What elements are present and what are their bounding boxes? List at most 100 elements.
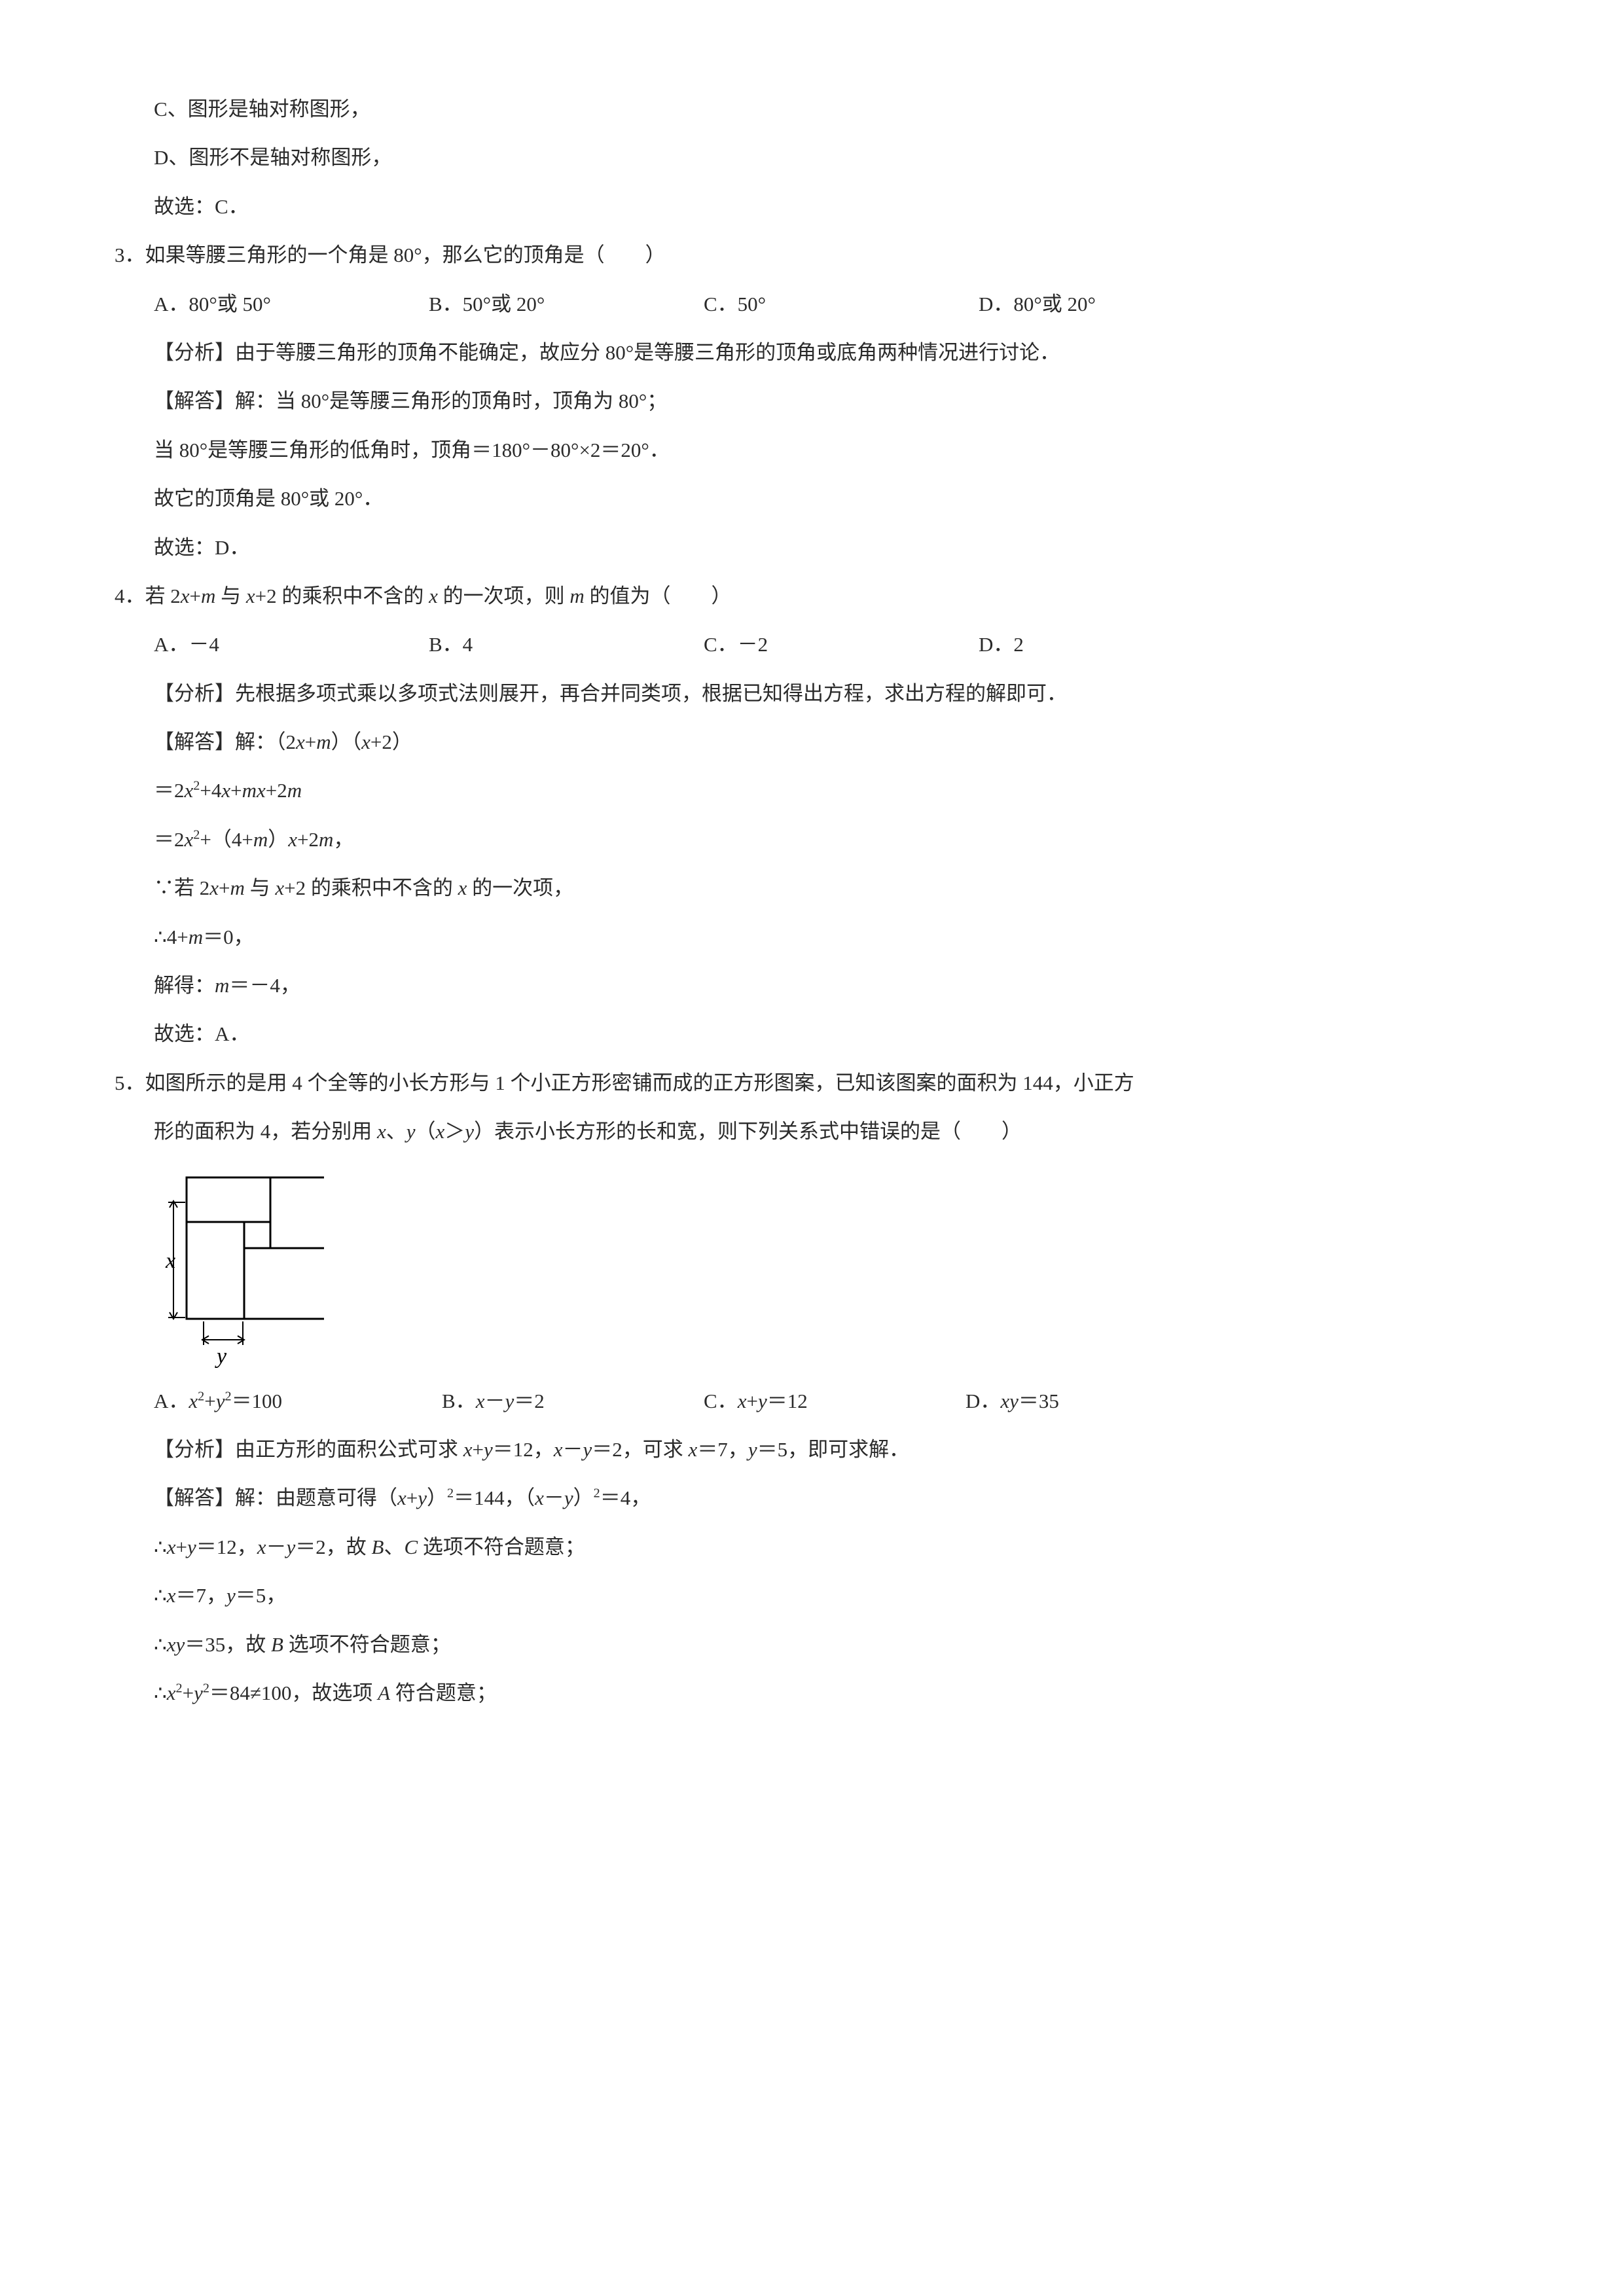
- q3-stem: 3．如果等腰三角形的一个角是 80°，那么它的顶角是（ ）: [115, 231, 1526, 279]
- var-xy: xy: [167, 1633, 185, 1656]
- t: ）: [268, 828, 288, 851]
- t: 【解答】解：由题意可得（: [154, 1486, 397, 1509]
- q3-sol-1: 【解答】解：当 80°是等腰三角形的顶角时，顶角为 80°；: [115, 377, 1526, 425]
- var-x: x: [738, 1390, 747, 1412]
- var-mx: mx: [242, 779, 266, 802]
- t: 的值为（ ）: [585, 584, 732, 607]
- t: +: [219, 876, 230, 899]
- q5-analysis: 【分析】由正方形的面积公式可求 x+y＝12，x－y＝2，可求 x＝7，y＝5，…: [115, 1426, 1526, 1474]
- t: ＝144，（: [454, 1486, 535, 1509]
- t: D．: [965, 1390, 1000, 1412]
- t: ）: [427, 1486, 447, 1509]
- var-y: y: [226, 1584, 236, 1607]
- var-y: y: [758, 1390, 767, 1412]
- var-m: m: [316, 730, 331, 753]
- q5-sol-4: ∴xy＝35，故 B 选项不符合题意；: [115, 1621, 1526, 1669]
- t: ∴: [154, 1633, 167, 1656]
- t: －: [563, 1438, 583, 1461]
- var-y: y: [748, 1438, 757, 1461]
- t: －: [544, 1486, 564, 1509]
- t: 的一次项，: [467, 876, 573, 899]
- var-x: x: [181, 584, 190, 607]
- sup-2: 2: [193, 779, 200, 793]
- var-x: x: [221, 779, 230, 802]
- var-m: m: [287, 779, 302, 802]
- var-y: y: [564, 1486, 573, 1509]
- t: ＞: [444, 1120, 465, 1143]
- var-b: B: [271, 1633, 283, 1656]
- t: 解得：: [154, 974, 215, 997]
- q4-opt-c: C．－2: [704, 620, 979, 669]
- t: 、: [384, 1535, 404, 1558]
- q5-sol-3: ∴x＝7，y＝5，: [115, 1571, 1526, 1620]
- var-x: x: [361, 730, 370, 753]
- q4-answer: 故选：A．: [115, 1010, 1526, 1058]
- q5-opt-c: C．x+y＝12: [704, 1377, 965, 1426]
- var-y: y: [194, 1681, 203, 1704]
- var-x: x: [275, 876, 284, 899]
- var-xy: xy: [1000, 1390, 1019, 1412]
- var-x: x: [288, 828, 297, 851]
- sup-2: 2: [176, 1681, 183, 1696]
- q4-opt-b: B．4: [429, 620, 704, 669]
- sup-2: 2: [203, 1681, 209, 1696]
- var-m: m: [319, 828, 333, 851]
- q4-sol-1: 【解答】解：（2x+m）（x+2）: [115, 718, 1526, 766]
- var-x: x: [429, 584, 438, 607]
- t: ＝35: [1019, 1390, 1059, 1412]
- q3-sol-3: 故它的顶角是 80°或 20°．: [115, 475, 1526, 523]
- pre-line-c: C、图形是轴对称图形，: [115, 85, 1526, 134]
- t: ＝2，可求: [592, 1438, 688, 1461]
- var-a: A: [378, 1681, 390, 1704]
- q3-opt-a: A．80°或 50°: [154, 280, 429, 329]
- var-x: x: [476, 1390, 485, 1412]
- var-c: C: [404, 1535, 418, 1558]
- t: 符合题意；: [390, 1681, 497, 1704]
- var-m: m: [189, 925, 203, 948]
- t: 与: [245, 876, 276, 899]
- q3-opt-c: C．50°: [704, 280, 979, 329]
- t: ＝12，: [493, 1438, 554, 1461]
- var-m: m: [201, 584, 215, 607]
- q4-sol-3: ＝2x2+（4+m）x+2m，: [115, 816, 1526, 864]
- var-x: x: [209, 876, 219, 899]
- t: ，: [333, 828, 353, 851]
- t: +2 的乘积中不含的: [255, 584, 429, 607]
- t: ∴4+: [154, 925, 189, 948]
- t: ＝2: [154, 828, 185, 851]
- var-x: x: [185, 779, 194, 802]
- var-y: y: [418, 1486, 427, 1509]
- t: ）: [573, 1486, 594, 1509]
- var-y: y: [406, 1120, 416, 1143]
- var-x: x: [689, 1438, 698, 1461]
- var-m: m: [215, 974, 229, 997]
- q3-answer: 故选：D．: [115, 524, 1526, 572]
- var-x: x: [257, 1535, 266, 1558]
- t: ＝0，: [203, 925, 254, 948]
- q5-diagram-svg: x y: [154, 1170, 324, 1369]
- q5-sol-1: 【解答】解：由题意可得（x+y）2＝144，（x－y）2＝4，: [115, 1474, 1526, 1522]
- t: ）（: [331, 730, 362, 753]
- t: +: [473, 1438, 484, 1461]
- t: +: [406, 1486, 418, 1509]
- t: +: [305, 730, 316, 753]
- q3-sol-2: 当 80°是等腰三角形的低角时，顶角＝180°－80°×2＝20°．: [115, 426, 1526, 475]
- t: －: [484, 1390, 505, 1412]
- t: 的一次项，则: [438, 584, 570, 607]
- t: +: [746, 1390, 757, 1412]
- t: +2 的乘积中不含的: [284, 876, 458, 899]
- q4-sol-2: ＝2x2+4x+mx+2m: [115, 766, 1526, 815]
- page: C、图形是轴对称图形， D、图形不是轴对称图形， 故选：C． 3．如果等腰三角形…: [0, 0, 1624, 1783]
- q5-sol-2: ∴x+y＝12，x－y＝2，故 B、C 选项不符合题意；: [115, 1523, 1526, 1571]
- q3-analysis: 【分析】由于等腰三角形的顶角不能确定，故应分 80°是等腰三角形的顶角或底角两种…: [115, 329, 1526, 377]
- t: （: [416, 1120, 436, 1143]
- var-y: y: [216, 1390, 225, 1412]
- t: ＝－4，: [229, 974, 300, 997]
- t: ＝100: [232, 1390, 283, 1412]
- t: ＝7，: [697, 1438, 748, 1461]
- sup-2: 2: [447, 1486, 454, 1501]
- t: 4．若 2: [115, 584, 181, 607]
- q4-sol-4: ∵若 2x+m 与 x+2 的乘积中不含的 x 的一次项，: [115, 864, 1526, 912]
- var-m: m: [569, 584, 584, 607]
- var-m: m: [230, 876, 245, 899]
